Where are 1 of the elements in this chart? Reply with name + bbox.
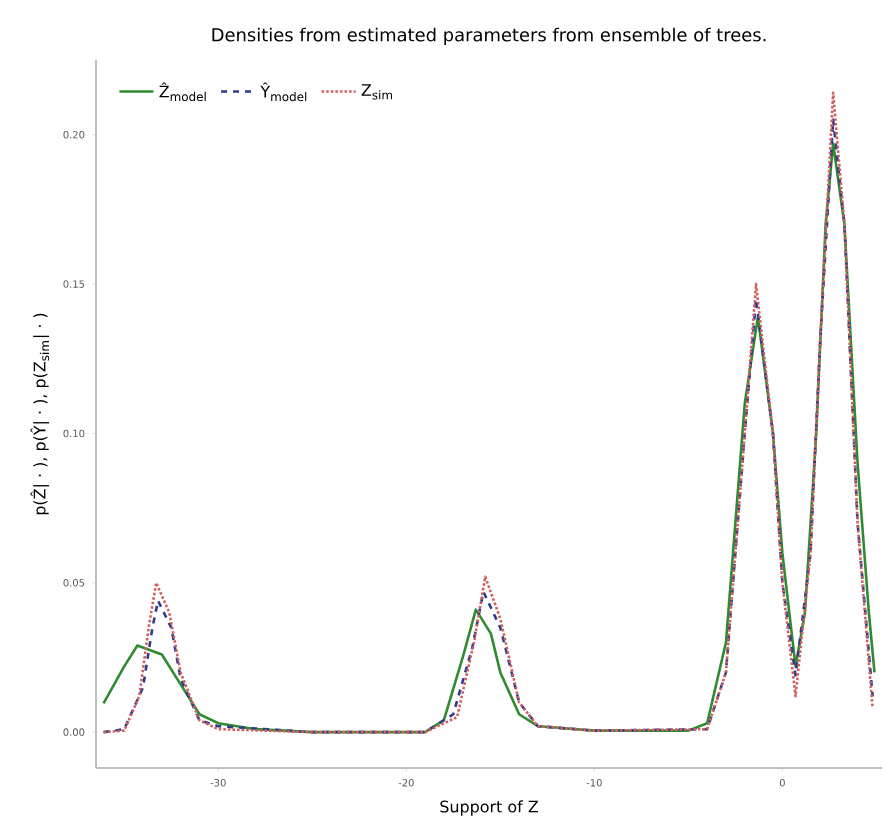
chart-title: Densities from estimated parameters from ensemble of trees. xyxy=(212,27,766,45)
